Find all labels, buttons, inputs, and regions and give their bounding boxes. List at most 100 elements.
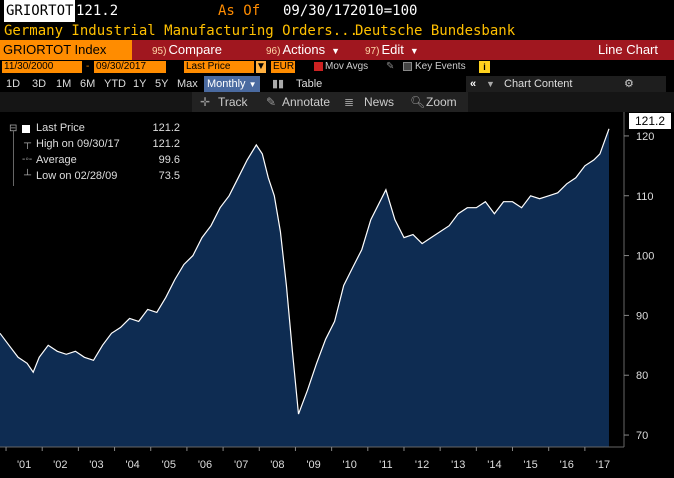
chevron-down-icon: ▼ (248, 80, 257, 89)
chevron-down-icon: ▼ (331, 46, 341, 56)
pencil-icon: ✎ (266, 95, 277, 109)
actions-menu[interactable]: 96) Actions ▼ (266, 40, 340, 60)
chart-toolbar: ✛ Track ✎ Annotate ≣ News 🔍︎ Zoom (0, 92, 674, 112)
last-price-tag: 121.2 (629, 113, 671, 129)
legend-low-value: 73.5 (158, 170, 180, 182)
high-marker-icon: ┬ (24, 138, 32, 149)
legend-last-price-label: Last Price (36, 122, 85, 134)
security-header: GRIORTOT 121.2 As Of 09/30/17 2010=100 (0, 0, 674, 22)
period-1d[interactable]: 1D (6, 78, 21, 90)
average-marker-icon: -◦- (22, 154, 33, 165)
series-line (0, 128, 610, 415)
legend-average-label: Average (36, 154, 77, 166)
chevron-down-icon: ▼ (409, 46, 419, 56)
period-1m[interactable]: 1M (56, 78, 72, 90)
as-of-label: As Of (218, 3, 261, 19)
field-chevron-icon[interactable]: ▼ (256, 61, 266, 73)
chart-legend: ⊟ Last Price 121.2 ┬ High on 09/30/17 12… (4, 120, 184, 194)
period-max[interactable]: Max (177, 78, 198, 90)
gear-icon[interactable]: ⚙ (624, 78, 634, 90)
x-tick-label: '05 (162, 459, 176, 471)
legend-low-label: Low on 02/28/09 (36, 170, 118, 182)
last-price-swatch (22, 125, 30, 133)
options-bar: 11/30/2000 - 09/30/2017 Last Price ▼ EUR… (0, 60, 674, 74)
period-3d[interactable]: 3D (32, 78, 47, 90)
as-of-date: 09/30/17 (283, 3, 351, 19)
chart-content-label[interactable]: Chart Content (504, 78, 573, 90)
compare-num: 95) (152, 46, 167, 57)
tools-group: ✛ Track ✎ Annotate ≣ News 🔍︎ Zoom (192, 92, 468, 112)
y-tick-label: 80 (636, 370, 648, 382)
annotate-button[interactable]: Annotate (282, 95, 331, 109)
bar-chart-icon[interactable]: ▮▮ (272, 78, 285, 90)
collapse-left-icon[interactable]: « (470, 78, 477, 90)
security-description-row: Germany Industrial Manufacturing Orders.… (0, 22, 674, 40)
currency-field[interactable]: EUR (271, 61, 295, 73)
compare-button[interactable]: 95) Compare (152, 40, 222, 60)
news-icon: ≣ (344, 95, 355, 109)
x-tick-label: '04 (125, 459, 139, 471)
y-tick-label: 70 (636, 430, 648, 442)
collapse-legend-icon[interactable]: ⊟ (9, 123, 18, 134)
date-separator: - (86, 61, 90, 72)
mov-avgs-edit-icon[interactable]: ✎ (386, 61, 395, 72)
y-tick-label: 120 (636, 131, 654, 143)
x-tick-label: '14 (487, 459, 501, 471)
period-6m[interactable]: 6M (80, 78, 96, 90)
edit-menu[interactable]: 97) Edit ▼ (365, 40, 419, 60)
series-area (0, 128, 609, 448)
period-5y[interactable]: 5Y (155, 78, 169, 90)
frequency-value: Monthly (207, 78, 246, 90)
low-marker-icon: ┴ (24, 170, 32, 181)
zoom-button[interactable]: Zoom (426, 95, 457, 109)
compare-label: Compare (168, 42, 222, 57)
index-base: 2010=100 (350, 3, 418, 19)
x-tick-label: '17 (596, 459, 610, 471)
actions-label: Actions (282, 42, 326, 57)
start-date-field[interactable]: 11/30/2000 (2, 61, 82, 73)
table-label: Table (296, 78, 323, 90)
zoom-icon: 🔍︎ (410, 95, 426, 109)
period-ytd[interactable]: YTD (104, 78, 126, 90)
menu-bar: GRIORTOT Index 95) Compare 96) Actions ▼ 97… (0, 40, 674, 60)
table-button[interactable]: Table (296, 76, 322, 92)
key-events-label: Key Events (415, 61, 466, 72)
y-tick-label: 110 (636, 191, 654, 203)
field-select-value: Last Price (186, 61, 231, 72)
y-tick-label: 100 (636, 251, 654, 263)
x-tick-label: '13 (451, 459, 465, 471)
frequency-select[interactable]: Monthly ▼ (204, 76, 260, 92)
track-button[interactable]: Track (218, 95, 248, 109)
x-tick-label: '15 (523, 459, 537, 471)
actions-num: 96) (266, 46, 281, 57)
mov-avgs-label: Mov Avgs (325, 61, 369, 72)
end-date-field[interactable]: 09/30/2017 (94, 61, 166, 73)
x-tick-label: '12 (415, 459, 429, 471)
period-1y[interactable]: 1Y (133, 78, 147, 90)
x-tick-label: '07 (234, 459, 248, 471)
chart-type-title: Line Chart (598, 42, 658, 57)
x-tick-label: '10 (343, 459, 357, 471)
edit-label: Edit (381, 42, 404, 57)
chart-content-bar: « ▼ Chart Content ⚙ (466, 76, 666, 92)
legend-last-price-value: 121.2 (152, 122, 180, 134)
x-tick-label: '11 (379, 459, 393, 471)
ticker: GRIORTOT (4, 0, 76, 22)
field-select[interactable]: Last Price (184, 61, 254, 73)
security-field[interactable]: GRIORTOT Index (0, 40, 132, 60)
news-button[interactable]: News (364, 95, 395, 109)
x-tick-label: '06 (198, 459, 212, 471)
last-price: 121.2 (76, 3, 119, 19)
legend-tree-line (13, 130, 14, 186)
x-tick-label: '08 (270, 459, 284, 471)
x-tick-label: '16 (560, 459, 574, 471)
chevron-down-icon[interactable]: ▼ (486, 79, 495, 89)
x-tick-label: '01 (17, 459, 31, 471)
security-description: Germany Industrial Manufacturing Orders.… (4, 23, 359, 39)
crosshair-icon: ✛ (200, 95, 211, 109)
info-icon[interactable]: i (479, 61, 490, 73)
key-events-checkbox[interactable] (403, 62, 412, 71)
y-tick-label: 90 (636, 310, 648, 322)
mov-avgs-checkbox[interactable] (314, 62, 323, 71)
x-tick-label: '02 (53, 459, 67, 471)
